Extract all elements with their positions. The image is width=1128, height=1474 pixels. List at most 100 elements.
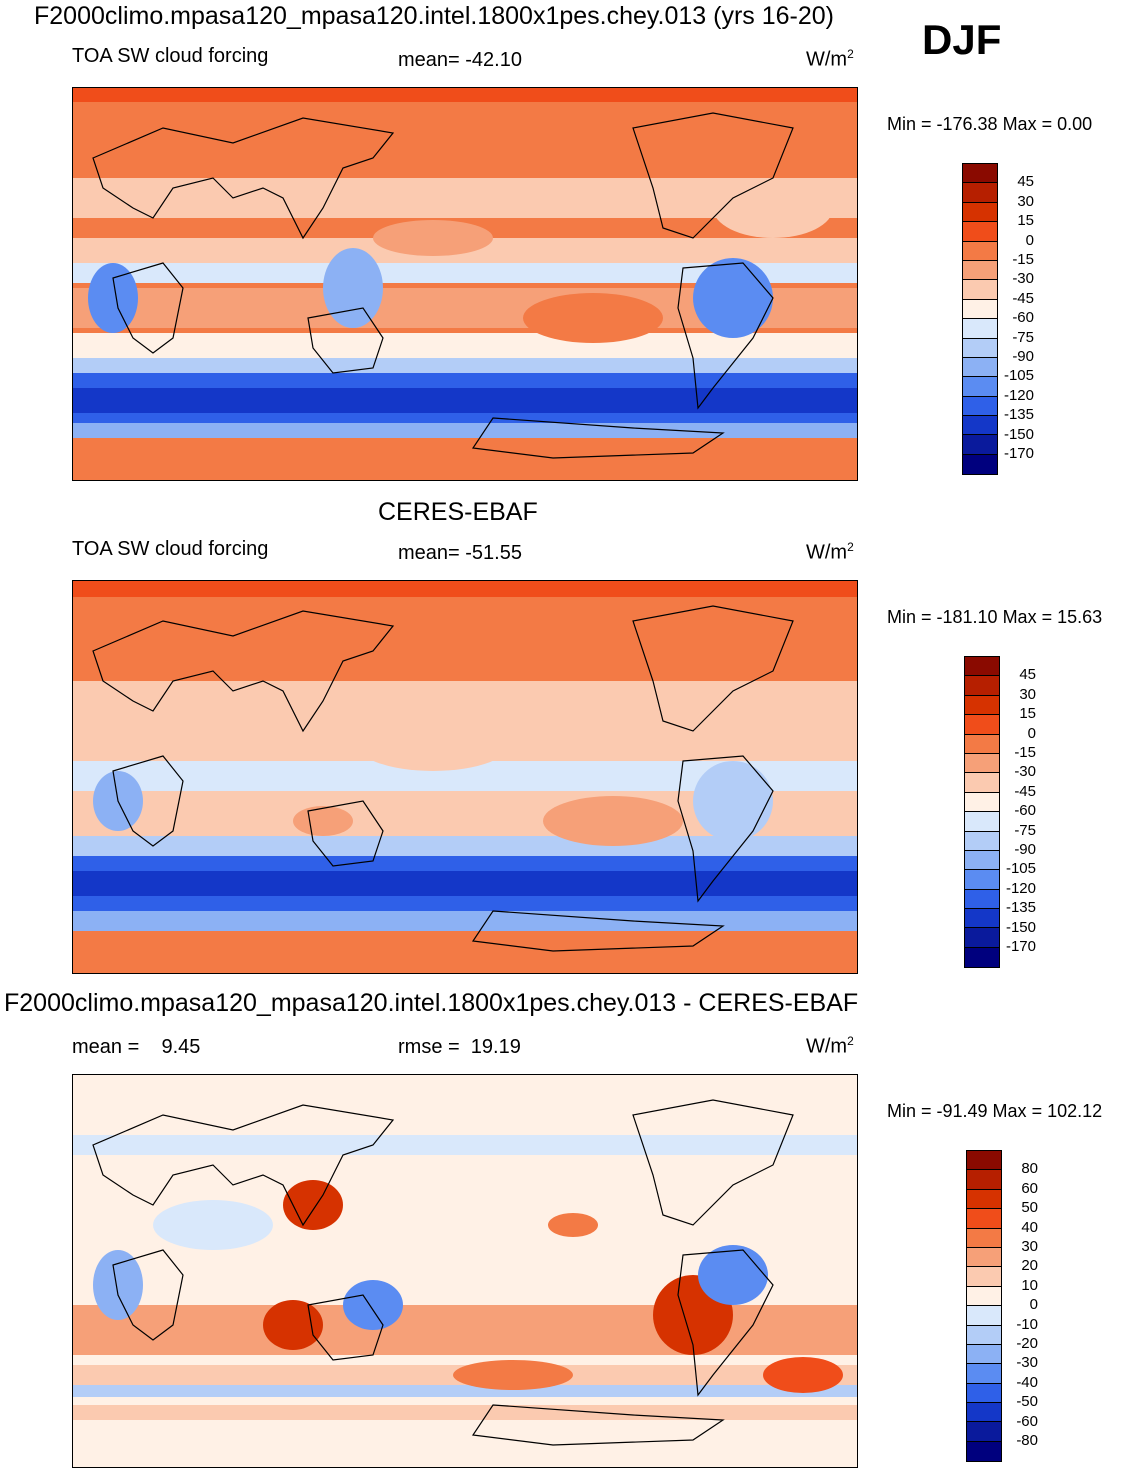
- colorbar-swatch: [967, 1170, 1001, 1190]
- panel3-mean: mean = 9.45: [72, 1036, 201, 1058]
- map-anomaly: [283, 1180, 343, 1230]
- colorbar-swatch: [965, 831, 999, 851]
- coastline: [112, 755, 184, 847]
- coastline: [92, 117, 395, 240]
- map-anomaly: [548, 1213, 598, 1237]
- coastline: [307, 800, 384, 867]
- map-anomaly: [323, 248, 383, 328]
- colorbar-swatch: [967, 1344, 1001, 1365]
- colorbar-tick-label: 30: [1021, 1238, 1038, 1255]
- map-field: [73, 88, 857, 480]
- colorbar-tick-label: -90: [1014, 841, 1036, 858]
- map-anomaly: [93, 1250, 143, 1320]
- map-anomaly: [523, 293, 663, 343]
- colorbar-tick-label: 0: [1027, 724, 1036, 742]
- colorbar-swatches: [966, 1150, 1002, 1463]
- panel3-rmse: rmse = 19.19: [398, 1036, 521, 1058]
- colorbar-tick-label: -105: [1005, 860, 1036, 878]
- colorbar-swatch: [963, 396, 997, 417]
- panel3-map: [72, 1074, 858, 1468]
- colorbar-tick-label: 10: [1021, 1276, 1038, 1294]
- colorbar-tick-label: -80: [1016, 1432, 1038, 1449]
- colorbar-tick-label: -60: [1016, 1412, 1038, 1430]
- colorbar-swatch: [965, 947, 999, 968]
- colorbar-swatches: [964, 656, 1000, 969]
- colorbar-swatch: [967, 1383, 1001, 1404]
- map-band: [73, 1305, 857, 1355]
- colorbar-swatch: [965, 753, 999, 774]
- map-band: [73, 931, 857, 973]
- map-anomaly: [693, 258, 773, 338]
- colorbar-swatch: [967, 1286, 1001, 1307]
- coastline: [307, 307, 384, 374]
- panel2-variable: TOA SW cloud forcing: [72, 538, 269, 560]
- map-anomaly: [343, 1280, 403, 1330]
- colorbar-swatch: [965, 870, 999, 890]
- colorbar-swatch: [965, 928, 999, 948]
- colorbar-tick-label: 45: [1017, 173, 1034, 191]
- colorbar-swatch: [965, 715, 999, 735]
- map-band: [73, 871, 857, 896]
- coastline: [471, 417, 725, 459]
- colorbar-swatch: [963, 319, 997, 339]
- colorbar-tick-label: -60: [1012, 309, 1034, 327]
- map-field: [73, 581, 857, 973]
- map-anomaly: [543, 796, 683, 846]
- colorbar-tick-label: -45: [1014, 782, 1036, 800]
- colorbar-swatch: [963, 260, 997, 281]
- colorbar-swatch: [965, 889, 999, 910]
- colorbar-tick-label: -30: [1012, 270, 1034, 288]
- coastline: [471, 1404, 725, 1446]
- colorbar-swatch: [963, 454, 997, 475]
- colorbar-swatch: [963, 299, 997, 320]
- colorbar-swatch: [967, 1306, 1001, 1326]
- map-band: [73, 1385, 857, 1397]
- panel2-mean: mean= -51.55: [398, 542, 522, 564]
- map-anomaly: [763, 1357, 843, 1393]
- panel1-units: W/m2: [806, 47, 854, 71]
- coastline: [632, 1099, 794, 1226]
- colorbar-tick-label: 30: [1019, 685, 1036, 703]
- colorbar-tick-label: 80: [1021, 1160, 1038, 1178]
- colorbar-tick-label: 45: [1019, 666, 1036, 684]
- map-band: [73, 1135, 857, 1155]
- colorbar-swatch: [967, 1209, 1001, 1229]
- colorbar-tick-label: 60: [1021, 1179, 1038, 1197]
- colorbar-swatch: [963, 435, 997, 455]
- colorbar-swatch: [965, 657, 999, 677]
- map-anomaly: [698, 1245, 768, 1305]
- colorbar-swatch: [963, 222, 997, 242]
- colorbar-swatch: [963, 280, 997, 300]
- colorbar-tick-label: -10: [1016, 1315, 1038, 1333]
- colorbar-swatch: [963, 183, 997, 203]
- coastline: [677, 1249, 774, 1397]
- map-band: [73, 88, 857, 102]
- colorbar-swatch: [967, 1441, 1001, 1462]
- colorbar-tick-label: -15: [1014, 744, 1036, 761]
- colorbar-tick-label: -105: [1003, 367, 1034, 385]
- map-anomaly: [693, 761, 773, 841]
- coastline: [632, 112, 794, 239]
- map-anomaly: [153, 1200, 273, 1250]
- colorbar-tick-label: -45: [1012, 289, 1034, 307]
- colorbar-swatch: [963, 202, 997, 223]
- colorbar-swatch: [967, 1364, 1001, 1384]
- colorbar-tick-label: 20: [1021, 1257, 1038, 1275]
- colorbar-tick-label: -30: [1014, 763, 1036, 781]
- colorbar-swatches: [962, 163, 998, 476]
- panel1-variable: TOA SW cloud forcing: [72, 45, 269, 67]
- colorbar-swatch: [965, 676, 999, 696]
- map-anomaly: [713, 178, 833, 238]
- colorbar-tick-label: 0: [1025, 231, 1034, 249]
- main-title: F2000climo.mpasa120_mpasa120.intel.1800x…: [34, 2, 835, 30]
- colorbar-swatch: [967, 1228, 1001, 1248]
- colorbar-swatch: [965, 695, 999, 716]
- colorbar-tick-label: -75: [1012, 328, 1034, 346]
- map-band: [73, 358, 857, 373]
- colorbar-swatch: [967, 1267, 1001, 1287]
- colorbar-tick-label: -50: [1016, 1393, 1038, 1411]
- colorbar-swatch: [963, 377, 997, 397]
- panel2-subtitle: CERES-EBAF: [378, 498, 538, 526]
- map-anomaly: [373, 220, 493, 256]
- colorbar-tick-label: -135: [1005, 899, 1036, 917]
